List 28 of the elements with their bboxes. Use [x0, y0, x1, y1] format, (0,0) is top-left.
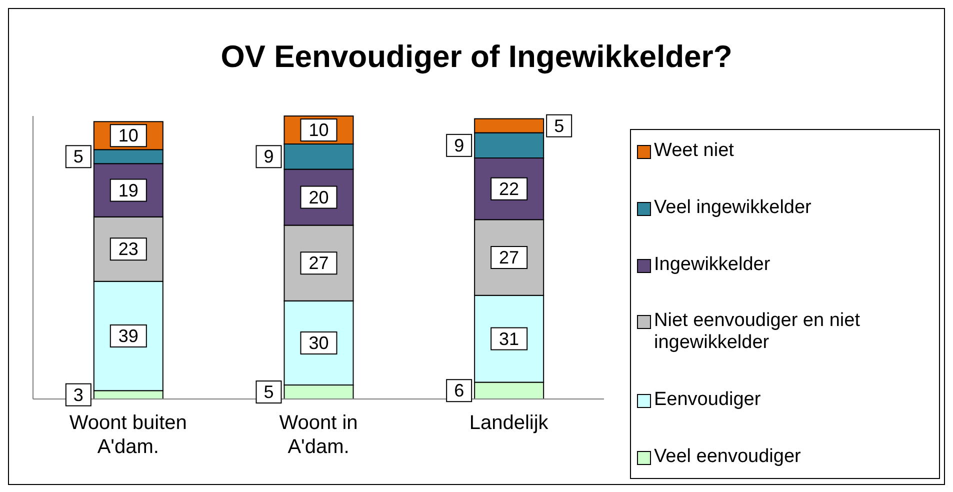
x-tick-label: Landelijk: [469, 412, 550, 434]
data-label: 39: [118, 326, 138, 346]
legend-label: Veel ingewikkelder: [654, 196, 812, 219]
data-label: 30: [308, 332, 329, 353]
chart-title: OV Eenvoudiger of Ingewikkelder?: [220, 39, 734, 75]
data-label: 22: [499, 178, 520, 199]
legend-label: Eenvoudiger: [654, 389, 761, 412]
data-label: 9: [454, 135, 464, 156]
data-label: 19: [118, 180, 138, 200]
legend-label: Weet niet: [654, 140, 734, 162]
data-label: 5: [264, 382, 274, 402]
data-label: 27: [308, 253, 329, 274]
legend-label: Ingewikkelder: [654, 254, 770, 276]
data-label: 27: [499, 248, 520, 268]
data-label: 3: [73, 384, 84, 405]
data-label: 5: [73, 146, 84, 167]
data-label: 6: [454, 380, 464, 401]
x-tick-label: Woont buiten A'dam.: [69, 412, 187, 458]
data-label: 10: [308, 120, 329, 140]
data-label: 20: [308, 187, 329, 208]
data-label: 5: [554, 116, 564, 136]
x-tick-label: Woont in A'dam.: [279, 412, 358, 458]
data-label: 10: [118, 126, 138, 146]
data-label: 23: [118, 239, 138, 260]
data-label: 9: [264, 146, 274, 167]
legend-label: Niet eenvoudiger en niet ingewikkelder: [654, 310, 861, 354]
legend-label: Veel eenvoudiger: [654, 446, 801, 468]
data-label: 31: [499, 328, 520, 349]
